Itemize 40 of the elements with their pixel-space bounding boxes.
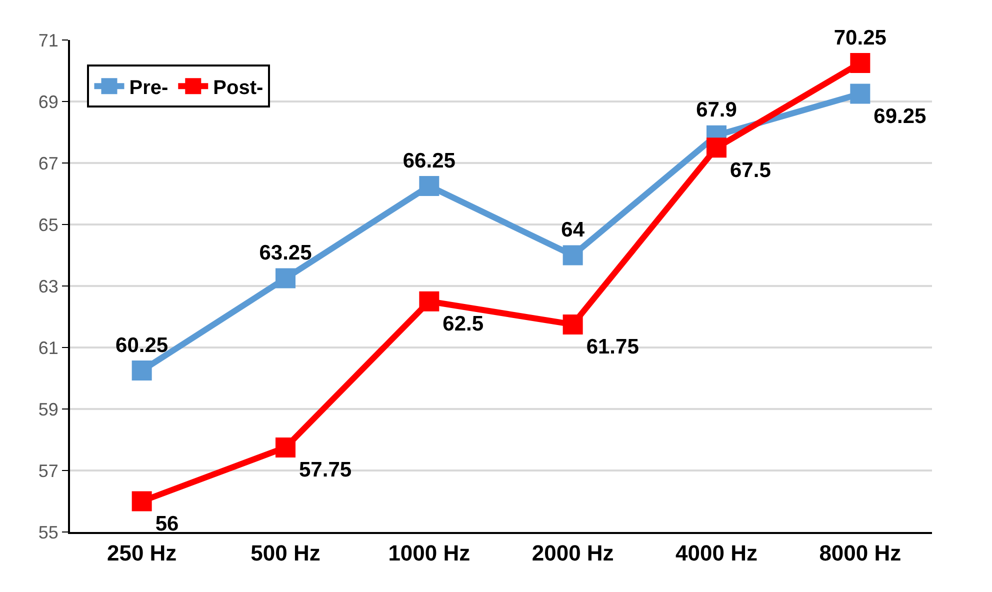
data-label: 64: [561, 218, 585, 242]
point: [850, 53, 870, 74]
point: [706, 138, 726, 158]
y-tick-label: 61: [38, 338, 58, 358]
data-label: 57.75: [299, 458, 352, 482]
point: [419, 176, 440, 196]
x-tick-label: 8000 Hz: [819, 540, 902, 566]
y-tick-label: 69: [38, 92, 58, 112]
y-tick-label: 65: [38, 214, 58, 235]
legend-label: Post-: [213, 76, 264, 99]
x-tick-label: 1000 Hz: [388, 540, 470, 566]
data-label: 60.25: [116, 334, 168, 357]
point: [276, 268, 296, 288]
data-label: 63.25: [259, 242, 312, 265]
y-tick-label: 63: [38, 276, 58, 296]
point: [419, 291, 440, 312]
point: [276, 437, 296, 458]
data-label: 67.5: [730, 158, 772, 182]
y-tick-label: 71: [38, 30, 58, 50]
x-tick-label: 250 Hz: [106, 540, 177, 566]
legend-label: Pre-: [129, 76, 168, 99]
data-label: 62.5: [442, 312, 484, 336]
data-label: 67.9: [696, 98, 737, 122]
data-label: 66.25: [402, 149, 456, 172]
data-label: 56: [155, 512, 179, 536]
y-tick-label: 59: [38, 399, 58, 420]
x-tick-label: 4000 Hz: [676, 540, 758, 566]
x-tick-label: 2000 Hz: [532, 540, 614, 566]
x-tick-label: 500 Hz: [250, 540, 320, 566]
point: [850, 84, 870, 104]
point: [562, 245, 583, 266]
point: [132, 491, 152, 512]
data-label: 69.25: [874, 105, 927, 128]
data-label: 61.75: [586, 336, 640, 359]
point: [132, 360, 152, 381]
y-tick-label: 57: [38, 460, 58, 481]
data-label: 70.25: [834, 26, 887, 50]
y-tick-label: 55: [38, 522, 58, 542]
point: [562, 314, 583, 334]
y-tick-label: 67: [38, 153, 58, 174]
